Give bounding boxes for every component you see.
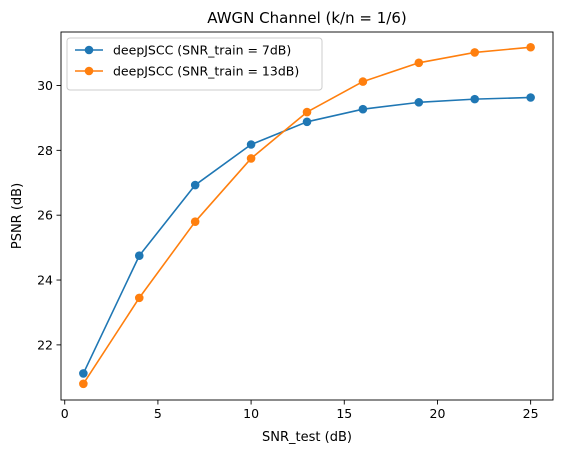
legend-label-1: deepJSCC (SNR_train = 7dB) (113, 43, 291, 58)
series-1-point (134, 251, 144, 261)
series-2-point (134, 293, 144, 303)
series-1-point (414, 98, 424, 107)
y-axis-label: PSNR (dB) (10, 183, 25, 249)
x-axis: 0 5 10 15 20 25 (61, 400, 539, 421)
series-1-point (79, 369, 88, 378)
legend-marker-1 (84, 45, 94, 55)
series-2-point (414, 58, 424, 68)
legend: deepJSCC (SNR_train = 7dB) deepJSCC (SNR_… (66, 37, 323, 91)
x-tick-label: 20 (430, 406, 446, 421)
series-2-point (358, 77, 368, 86)
legend-box (66, 37, 323, 91)
legend-label-2: deepJSCC (SNR_train = 13dB) (113, 64, 299, 79)
y-tick-label: 30 (37, 78, 53, 93)
axes-frame (60, 31, 554, 401)
series-1-point (302, 117, 312, 127)
x-tick-label: 15 (336, 406, 352, 421)
y-tick-label: 22 (37, 337, 53, 352)
series-2-point (526, 42, 535, 52)
series-1-point (526, 93, 535, 102)
series-2-point (246, 154, 256, 163)
y-tick-label: 24 (37, 273, 53, 288)
series-1-point (246, 140, 256, 149)
series-1-point (358, 104, 368, 114)
x-tick-label: 5 (154, 406, 162, 421)
y-tick-label: 28 (37, 143, 53, 158)
series-2-point (190, 217, 200, 226)
series-2-point (302, 107, 312, 117)
series-2-point (470, 48, 480, 57)
chart-title: AWGN Channel (k/n = 1/6) (207, 9, 406, 27)
y-tick-label: 26 (37, 208, 53, 223)
y-axis: 22 24 26 28 30 (37, 78, 61, 352)
plot-area (60, 31, 554, 401)
series-1-point (470, 94, 480, 104)
plot-series-group (79, 42, 535, 389)
series-1-point (190, 180, 200, 190)
x-tick-label: 0 (61, 406, 69, 421)
series-1-line (82, 96, 532, 375)
series-2-line (82, 46, 532, 385)
x-tick-label: 10 (243, 406, 259, 421)
legend-marker-2 (84, 66, 94, 76)
x-axis-label: SNR_test (dB) (262, 430, 352, 445)
x-tick-label: 25 (523, 406, 539, 421)
series-2-point (79, 379, 88, 389)
